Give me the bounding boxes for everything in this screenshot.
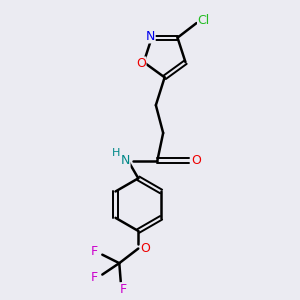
- Text: O: O: [141, 242, 151, 255]
- Text: O: O: [191, 154, 201, 167]
- Text: N: N: [120, 154, 130, 167]
- Text: H: H: [112, 148, 120, 158]
- Text: F: F: [91, 271, 98, 284]
- Text: F: F: [120, 283, 127, 296]
- Text: N: N: [146, 30, 155, 43]
- Text: Cl: Cl: [198, 14, 210, 27]
- Text: F: F: [91, 245, 98, 258]
- Text: O: O: [136, 57, 146, 70]
